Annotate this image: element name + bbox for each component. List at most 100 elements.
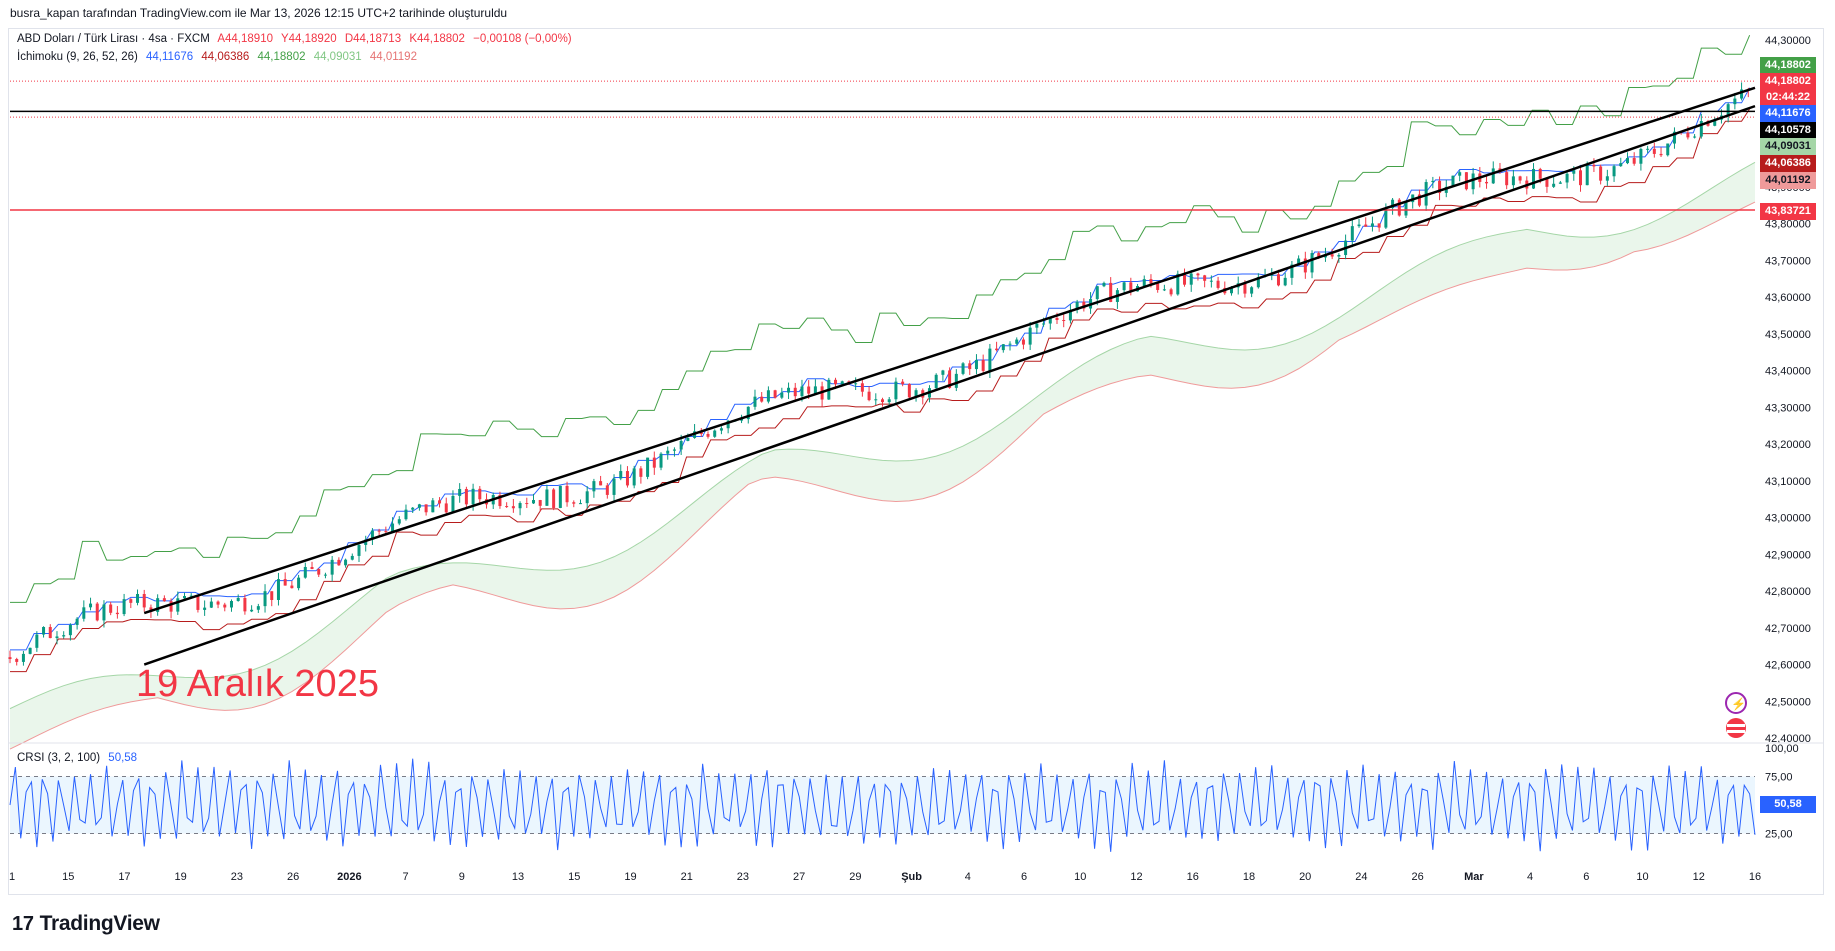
crsi-label[interactable]: CRSI (3, 2, 100) [17, 752, 101, 764]
candle-body [881, 399, 884, 403]
candle-body [28, 647, 32, 654]
y-tick-label: 43,60000 [1765, 292, 1811, 304]
candle-body [8, 657, 12, 660]
x-tick-label: 16 [1749, 871, 1761, 883]
candle-body [874, 399, 878, 401]
y-tick-label: 43,10000 [1765, 476, 1811, 488]
candle-body [840, 381, 844, 385]
candle-body [1592, 164, 1596, 167]
price-tag: 44,11676 [1760, 105, 1816, 122]
trend-line [143, 86, 1756, 615]
candle-body [1196, 273, 1200, 276]
candle-body [1250, 287, 1254, 294]
candle-body [1686, 132, 1690, 138]
candle-body [55, 636, 59, 639]
candle-body [263, 591, 267, 607]
candle-body [1417, 194, 1421, 206]
candle-body [115, 612, 119, 615]
tenkan-line [10, 87, 1751, 651]
candle-body [451, 495, 455, 513]
candle-body [1639, 149, 1643, 164]
candle-body [1552, 183, 1556, 187]
candle-body [1189, 273, 1193, 285]
ichimoku-legend: İchimoku (9, 26, 52, 26) 44,11676 44,063… [17, 51, 422, 63]
candle-body [1122, 282, 1126, 291]
candle-body [1377, 223, 1381, 228]
ichimoku-cloud [10, 162, 1755, 750]
candle-body [1666, 143, 1670, 156]
y-tick-label: 43,30000 [1765, 402, 1811, 414]
price-tag: 43,83721 [1760, 203, 1816, 220]
crsi-legend: CRSI (3, 2, 100) 50,58 [17, 752, 142, 764]
y-tick-label: 43,50000 [1765, 329, 1811, 341]
symbol-name[interactable]: ABD Doları / Türk Lirası · 4sa · FXCM [17, 33, 210, 45]
tradingview-logo-icon: 17 [12, 912, 34, 935]
candle-body [68, 624, 72, 636]
candle-body [901, 381, 905, 385]
y-tick-label: 43,70000 [1765, 255, 1811, 267]
close-value: K44,18802 [409, 33, 465, 45]
candle-body [95, 603, 99, 621]
candle-body [1330, 254, 1334, 257]
tradingview-logo[interactable]: 17 TradingView [12, 912, 160, 936]
crsi-value: 50,58 [108, 752, 138, 764]
x-tick-label: 6 [1021, 871, 1027, 883]
candle-body [438, 500, 442, 504]
x-tick-label: 24 [1355, 871, 1367, 883]
candle-body [558, 485, 562, 508]
candle-body [364, 539, 368, 545]
candle-body [1149, 279, 1153, 284]
x-tick-label: 19 [175, 871, 187, 883]
candle-body [330, 559, 334, 575]
candle-body [1310, 253, 1314, 273]
price-tag: 44,18802 [1760, 57, 1816, 74]
candle-body [599, 481, 603, 486]
candle-body [276, 579, 280, 600]
candle-body [1230, 287, 1233, 294]
x-tick-label: 29 [849, 871, 861, 883]
candle-body [1337, 255, 1341, 257]
candle-body [907, 384, 911, 398]
lightning-icon[interactable] [1725, 692, 1747, 714]
candle-body [1062, 320, 1066, 322]
candle-body [1068, 310, 1072, 321]
candle-body [1370, 223, 1374, 227]
candle-body [572, 502, 576, 504]
candle-body [1256, 277, 1260, 288]
candle-body [350, 555, 354, 560]
flag-icon[interactable] [1726, 718, 1746, 738]
x-tick-label: 26 [1412, 871, 1424, 883]
candle-body [1082, 301, 1086, 309]
candle-body [1350, 226, 1354, 241]
candle-body [1713, 119, 1717, 126]
candle-body [196, 595, 200, 610]
candle-body [1015, 339, 1019, 344]
candle-body [1209, 280, 1213, 282]
candle-body [639, 468, 643, 477]
candle-body [156, 598, 160, 612]
ichimoku-label[interactable]: İchimoku (9, 26, 52, 26) [17, 51, 138, 63]
flag-stripe [1727, 724, 1745, 727]
x-tick-label: 17 [118, 871, 130, 883]
candle-body [740, 419, 744, 421]
candle-body [129, 599, 133, 603]
candle-body [1471, 173, 1475, 190]
candle-body [1585, 164, 1589, 186]
price-tag: 44,06386 [1760, 155, 1816, 172]
candle-body [1075, 301, 1079, 311]
candle-body [948, 370, 952, 388]
candle-body [236, 598, 240, 601]
candle-body [625, 471, 629, 486]
x-tick-label: 4 [1527, 871, 1533, 883]
candle-body [1169, 289, 1173, 295]
candle-body [229, 600, 233, 608]
candle-body [1518, 176, 1522, 181]
candle-body [981, 359, 985, 371]
y-tick-label: 42,50000 [1765, 696, 1811, 708]
y-tick-label: 43,00000 [1765, 513, 1811, 525]
candle-body [424, 504, 428, 513]
candle-body [256, 606, 260, 610]
candle-body [612, 478, 616, 495]
candle-body [1290, 264, 1294, 278]
